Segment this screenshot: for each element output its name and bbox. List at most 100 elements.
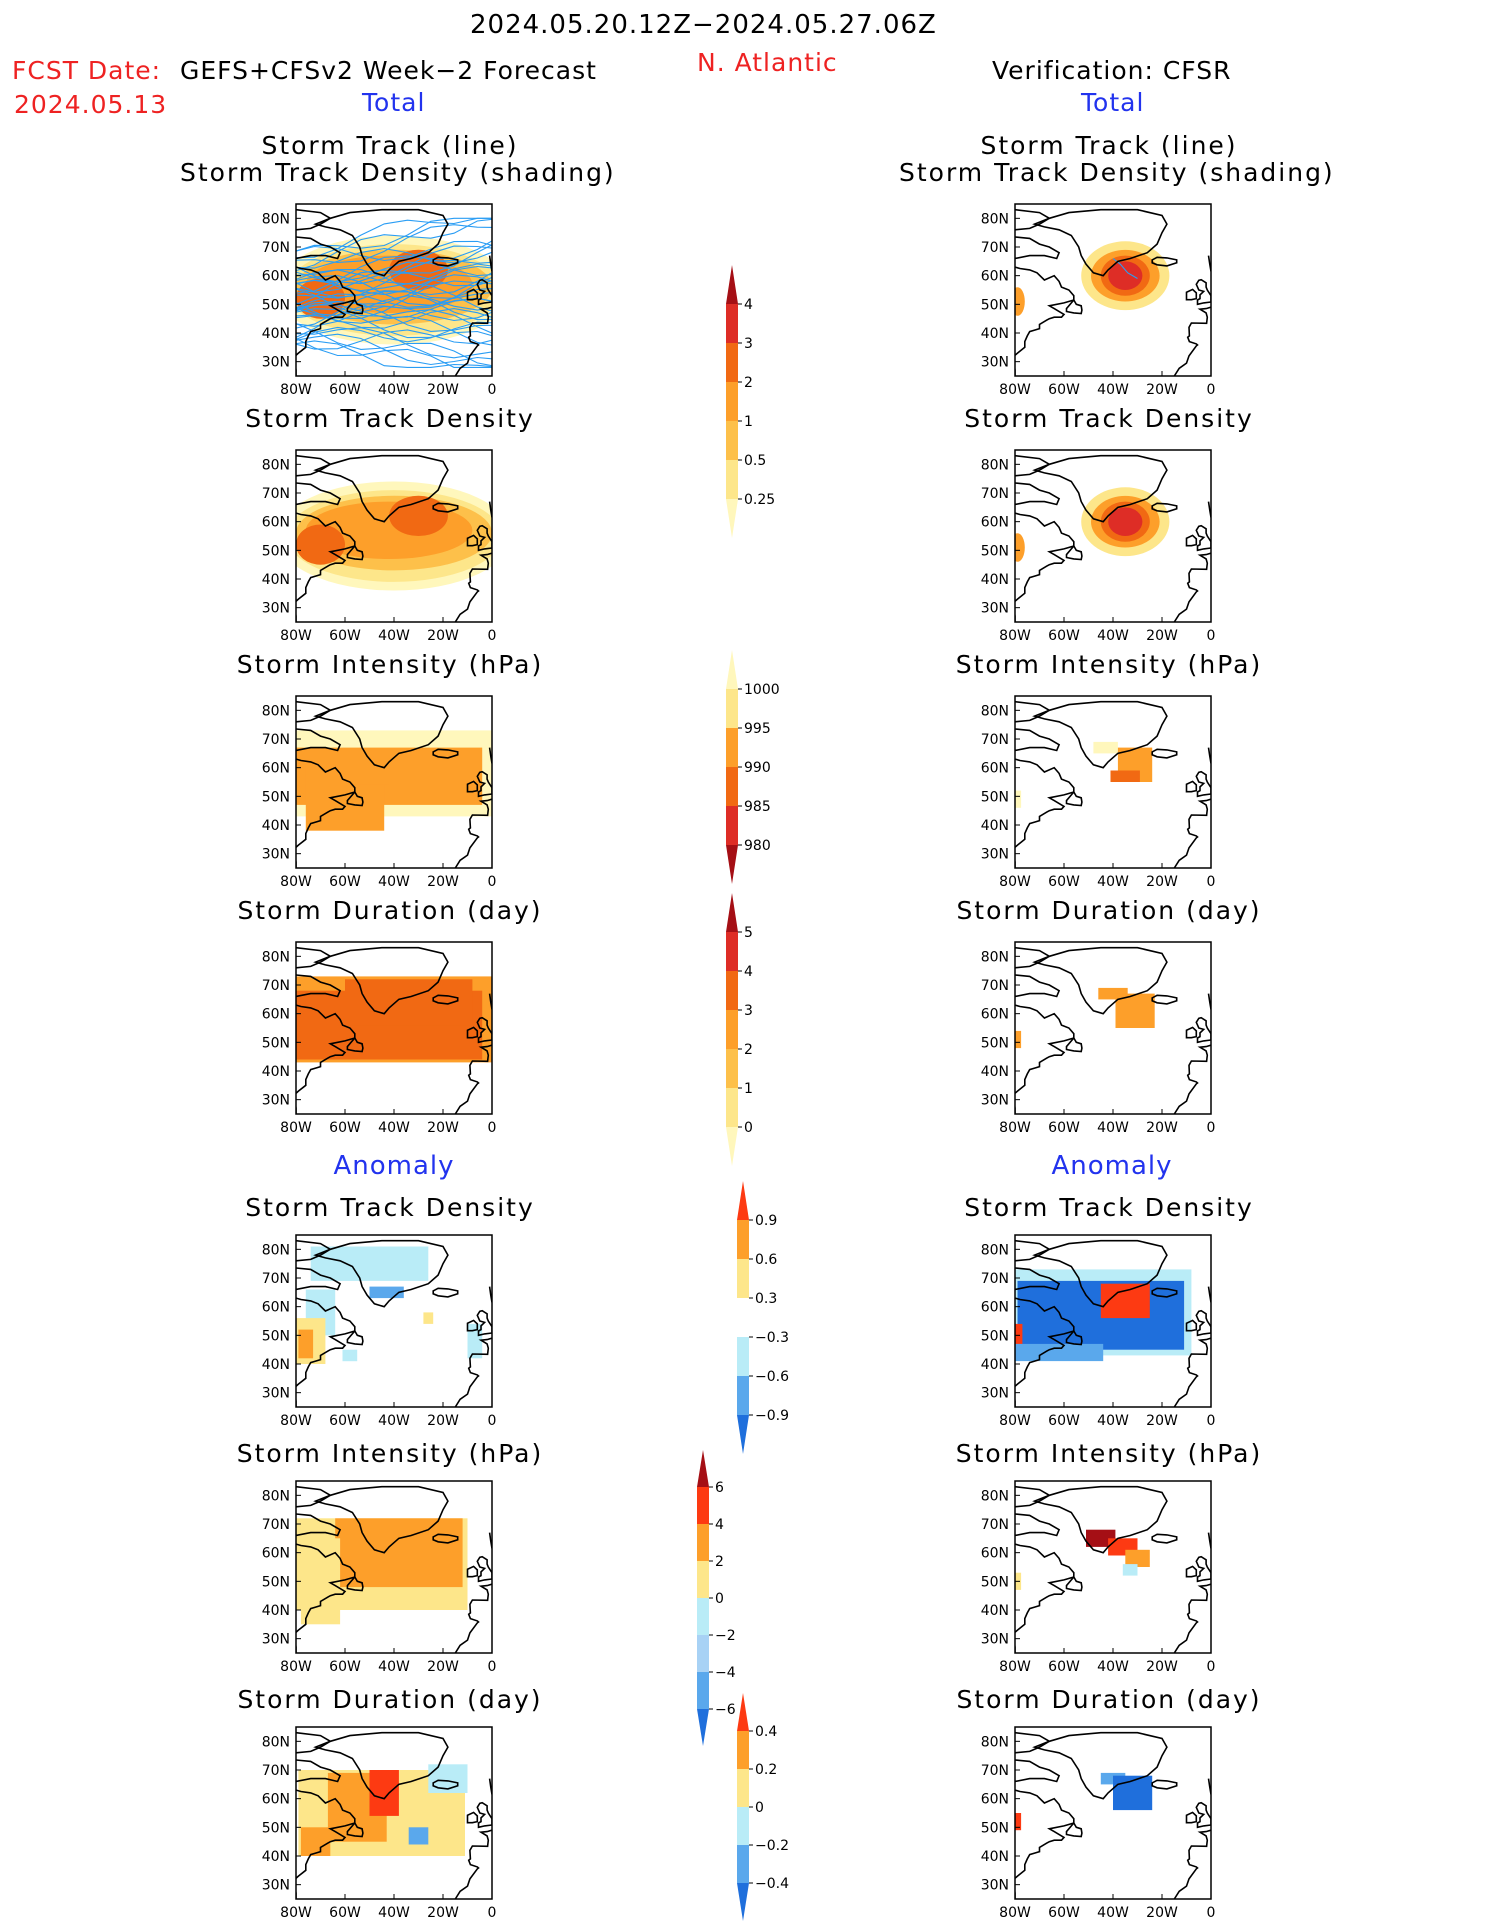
britain-coast bbox=[476, 278, 492, 306]
ireland-coast bbox=[466, 1319, 479, 1332]
colorbar-label: −4 bbox=[715, 1665, 736, 1681]
lat-tick-label: 50N bbox=[981, 1035, 1009, 1051]
lon-tick-label: 0 bbox=[488, 1120, 497, 1136]
lon-tick-label: 0 bbox=[1207, 1413, 1216, 1429]
colorbar-segment bbox=[697, 1561, 709, 1598]
colorbar-label: 2 bbox=[715, 1554, 724, 1570]
lat-tick-label: 40N bbox=[262, 1603, 290, 1619]
storm-track-line bbox=[296, 288, 492, 334]
lat-tick-label: 60N bbox=[262, 1546, 290, 1562]
colorbar-intensity: 1000 995 990 985 980 bbox=[726, 650, 780, 884]
lon-tick-label: 20W bbox=[427, 1905, 459, 1921]
colorbar-segment bbox=[737, 1298, 749, 1337]
storm-track-line bbox=[296, 218, 492, 272]
newfoundland-coast bbox=[1065, 1329, 1083, 1346]
lon-tick-label: 60W bbox=[1048, 1659, 1080, 1675]
ireland-coast bbox=[466, 1565, 479, 1578]
north-america-coast bbox=[296, 758, 356, 868]
lon-tick-label: 40W bbox=[1097, 1413, 1129, 1429]
lat-tick-label: 80N bbox=[981, 1734, 1009, 1750]
field-contour bbox=[1015, 287, 1025, 316]
lon-tick-label: 0 bbox=[488, 1659, 497, 1675]
lat-tick-label: 70N bbox=[981, 978, 1009, 994]
lat-tick-label: 60N bbox=[262, 1007, 290, 1023]
lon-tick-label: 40W bbox=[1097, 1659, 1129, 1675]
colorbar-end-bottom bbox=[737, 1883, 749, 1921]
lon-tick-label: 40W bbox=[378, 1120, 410, 1136]
colorbar-label: 0.9 bbox=[755, 1213, 777, 1229]
colorbar-label: 0 bbox=[715, 1591, 724, 1607]
field-contour bbox=[1108, 507, 1143, 536]
colorbar-label: −0.9 bbox=[755, 1408, 789, 1424]
iceland-coast bbox=[1151, 994, 1178, 1005]
lon-tick-label: 60W bbox=[1048, 1120, 1080, 1136]
europe-africa-coast bbox=[454, 1583, 492, 1653]
colorbar-label: 5 bbox=[744, 925, 753, 941]
panel-left-track-density: 80N 70N 60N 50N 40N 30N 80W 60W 40W 20W 0 bbox=[262, 449, 496, 644]
britain-coast bbox=[476, 1016, 492, 1044]
lon-tick-label: 80W bbox=[999, 1120, 1031, 1136]
lon-tick-label: 20W bbox=[1146, 382, 1178, 398]
newfoundland-coast bbox=[346, 298, 364, 315]
ellesmere-coast bbox=[296, 208, 332, 231]
europe-africa-coast bbox=[1173, 1583, 1211, 1653]
britain-coast bbox=[1195, 1555, 1211, 1583]
lat-tick-label: 50N bbox=[262, 297, 290, 313]
colorbar-label: 2 bbox=[744, 1042, 753, 1058]
ellesmere-coast bbox=[1015, 1731, 1051, 1754]
colorbar-segment bbox=[697, 1524, 709, 1561]
colorbar-end-top bbox=[737, 1693, 749, 1731]
lon-tick-label: 40W bbox=[378, 628, 410, 644]
lon-tick-label: 80W bbox=[999, 1659, 1031, 1675]
ellesmere-coast bbox=[296, 946, 332, 969]
lat-tick-label: 30N bbox=[262, 1878, 290, 1894]
europe-africa-coast bbox=[454, 1829, 492, 1899]
panel-left-duration-anom: 80N 70N 60N 50N 40N 30N 80W 60W 40W 20W 0 bbox=[262, 1726, 496, 1921]
colorbar-segment bbox=[737, 1220, 749, 1259]
lon-tick-label: 80W bbox=[280, 1413, 312, 1429]
colorbar-segment bbox=[737, 1376, 749, 1415]
colorbar-label: 3 bbox=[744, 1003, 753, 1019]
lat-tick-label: 30N bbox=[981, 847, 1009, 863]
colorbar-end-top bbox=[726, 893, 738, 932]
field-cell bbox=[408, 1827, 429, 1845]
colorbar-label: 4 bbox=[744, 964, 753, 980]
lat-tick-label: 40N bbox=[262, 572, 290, 588]
lat-tick-label: 50N bbox=[262, 1574, 290, 1590]
field-layer bbox=[296, 730, 492, 831]
panel-left-intensity-anom: 80N 70N 60N 50N 40N 30N 80W 60W 40W 20W 0 bbox=[262, 1480, 497, 1675]
iceland-coast bbox=[432, 1287, 459, 1298]
fcst-date-value: 2024.05.13 bbox=[14, 90, 168, 119]
title-right-intensity: Storm Intensity (hPa) bbox=[955, 650, 1263, 679]
panel-right-track-line: 80N 70N 60N 50N 40N 30N 80W 60W 40W 20W 0 bbox=[981, 203, 1215, 398]
colorbar-segment bbox=[726, 1049, 738, 1088]
storm-track-line bbox=[296, 282, 492, 321]
lon-tick-label: 60W bbox=[1048, 874, 1080, 890]
newfoundland-coast bbox=[1065, 544, 1083, 561]
field-layer bbox=[296, 217, 492, 368]
lon-tick-label: 80W bbox=[280, 1905, 312, 1921]
title-right-anom-density: Storm Track Density bbox=[964, 1193, 1254, 1222]
colorbar-segment bbox=[726, 971, 738, 1010]
lat-tick-label: 70N bbox=[262, 732, 290, 748]
north-america-coast bbox=[296, 512, 356, 622]
baffin-coast bbox=[296, 1513, 342, 1537]
lat-tick-label: 70N bbox=[262, 1517, 290, 1533]
lon-tick-label: 20W bbox=[427, 874, 459, 890]
baffin-coast bbox=[296, 1267, 342, 1291]
lon-tick-label: 20W bbox=[1146, 1413, 1178, 1429]
lat-tick-label: 70N bbox=[981, 486, 1009, 502]
colorbar-segment bbox=[697, 1487, 709, 1524]
britain-coast bbox=[1195, 1309, 1211, 1337]
coastlines bbox=[1015, 208, 1211, 376]
lon-tick-label: 80W bbox=[999, 874, 1031, 890]
britain-coast bbox=[1195, 524, 1211, 552]
lat-tick-label: 80N bbox=[262, 1734, 290, 1750]
colorbar-label: 985 bbox=[744, 799, 771, 815]
lon-tick-label: 60W bbox=[1048, 1905, 1080, 1921]
iceland-coast bbox=[1151, 748, 1178, 759]
europe-africa-coast bbox=[454, 552, 492, 622]
newfoundland-coast bbox=[1065, 1575, 1083, 1592]
lon-tick-label: 40W bbox=[1097, 382, 1129, 398]
lat-tick-label: 70N bbox=[262, 1763, 290, 1779]
